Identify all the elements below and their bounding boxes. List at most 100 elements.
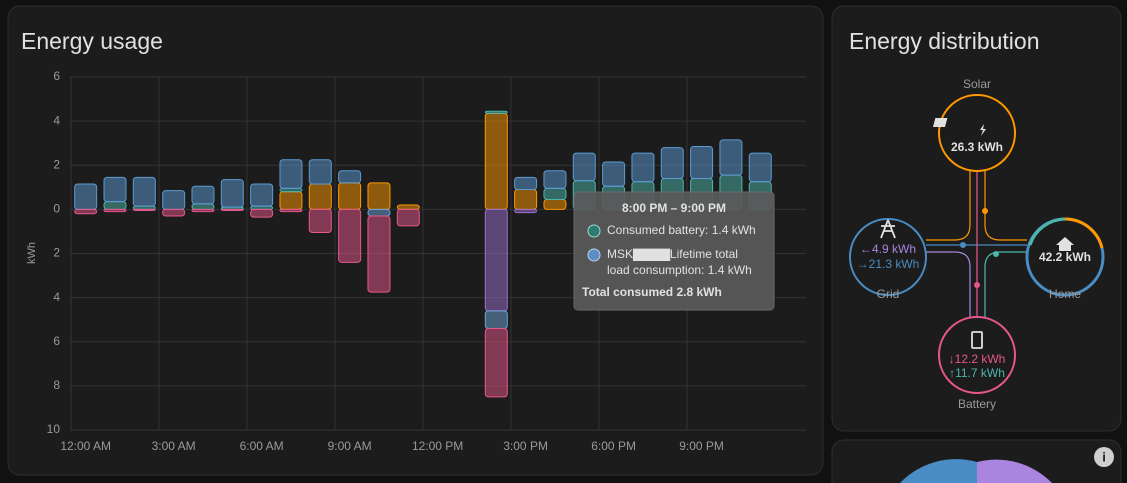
solar-node[interactable] [938,94,1016,172]
solar-icon [980,124,986,136]
bar-segment [514,189,538,210]
bar-segment [220,179,244,208]
x-tick-label: 9:00 PM [679,439,724,453]
bar-segment [396,208,420,227]
bar-segment [103,176,127,203]
home-label: Home [1049,287,1081,301]
bar-segment [484,328,508,398]
y-tick-label: 0 [53,202,60,216]
y-tick-label: 8 [53,378,60,392]
bar-segment [162,208,186,217]
bar-segment [250,208,274,218]
tooltip: 8:00 PM – 9:00 PM Consumed battery: 1.4 … [573,191,775,311]
usage-card [7,5,824,476]
bar-segment [543,170,567,189]
solar-value: 26.3 kWh [951,140,1003,154]
bar-segment [279,208,303,213]
battery-icon [971,331,983,349]
grid-icon [880,219,896,239]
x-tick-label: 6:00 PM [591,439,636,453]
bar-segment [191,203,215,210]
bar-segment [484,112,508,210]
y-tick-label: 4 [53,290,60,304]
bar-segment [220,208,244,211]
bar-segment [543,198,567,210]
bar-segment [338,208,362,263]
grid-in: ←4.9 kWh [860,242,916,256]
bar-segment [308,183,332,210]
x-tick-label: 12:00 PM [412,439,463,453]
bar-segment [514,176,538,191]
bar-segment [338,170,362,184]
bar-segment [191,208,215,213]
x-tick-label: 3:00 AM [152,439,196,453]
bar-segment [338,182,362,210]
info-icon[interactable] [1094,447,1114,467]
bar-segment [103,201,127,210]
bar-segment [279,159,303,189]
battery-in: ↓12.2 kWh [949,352,1006,366]
info-icon-glyph: i [1102,449,1106,464]
solar-icon [932,118,948,127]
third-card [831,439,1122,483]
home-arc [1028,217,1066,246]
home-arc [1064,217,1104,249]
bar-segment [74,183,98,210]
home-icon [1056,237,1074,251]
bar-segment [602,161,626,187]
y-tick-label: 10 [47,422,61,436]
y-tick-label: 2 [53,246,60,260]
bar-segment [572,152,596,182]
bar-segment [719,139,743,176]
tooltip-title: 8:00 PM – 9:00 PM [622,201,726,215]
grid-out: →21.3 kWh [857,257,920,271]
x-tick-label: 9:00 AM [328,439,372,453]
bar-segment [308,159,332,185]
x-tick-label: 3:00 PM [503,439,548,453]
bar-segment [103,208,127,213]
bar-segment [660,147,684,179]
x-tick-label: 6:00 AM [240,439,284,453]
bar-segment [484,208,508,312]
bar-segment [250,183,274,207]
bar-segment [191,185,215,205]
x-tick-label: 12:00 AM [60,439,111,453]
legend-dot [587,224,601,238]
bar-segment [484,310,508,330]
bar-segment [543,187,567,200]
bar-segment [748,152,772,183]
battery-out: ↑11.7 kWh [949,366,1005,380]
bar-segment [279,191,303,210]
y-tick-label: 2 [53,157,60,171]
battery-node[interactable] [938,316,1016,394]
pie-slice [900,459,977,483]
legend-dot [587,248,601,262]
y-tick-label: 6 [53,69,60,83]
bar-segment [162,190,186,210]
flow-lines [926,171,1027,317]
tooltip-box [573,191,775,311]
grid-node[interactable] [849,218,927,296]
bar-segment [514,208,538,214]
bar-segment [367,208,391,217]
y-tick-label: 4 [53,113,60,127]
solar-label: Solar [963,77,991,91]
bar-segment [308,208,332,234]
bar-segment [367,182,391,210]
bar-segment [396,204,420,210]
battery-label: Battery [958,397,996,411]
bar-segment [74,208,98,215]
pie-slice [977,459,1052,483]
bar-segment [132,208,156,211]
grid-label: Grid [877,287,900,301]
tooltip-line: Consumed battery: 1.4 kWh [607,223,756,237]
bar-segment [631,152,655,183]
tooltip-line: MSK▇▇▇▇Lifetime total [607,247,738,261]
bar-segment [367,215,391,293]
distribution-title: Energy distribution [849,28,1040,54]
bar-segment [132,176,156,207]
bar-segment [690,145,714,179]
home-value: 42.2 kWh [1039,250,1091,264]
